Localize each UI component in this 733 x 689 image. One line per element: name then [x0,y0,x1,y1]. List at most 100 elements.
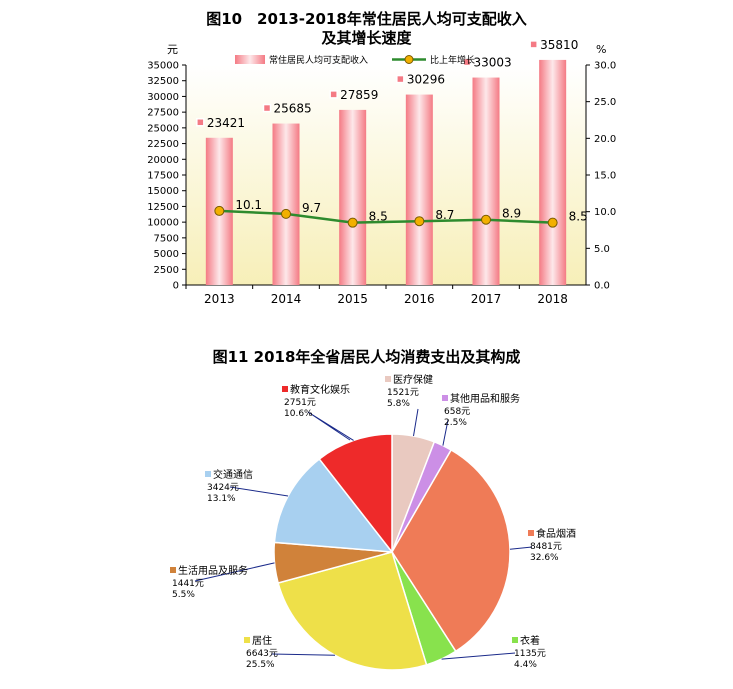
bar-label-marker [529,40,538,49]
left-tick-label: 7500 [154,233,179,244]
plot-background [186,65,586,285]
pie-slice-label: 教育文化娱乐 [290,383,350,396]
pie-label-swatch [528,530,534,536]
left-tick-label: 10000 [147,218,179,229]
growth-value-label: 8.9 [502,207,521,221]
pie-slice-label: 衣着 [520,634,540,647]
pie-slice-percent: 25.5% [246,660,275,670]
bar-value-label: 30296 [407,73,445,87]
pie-label-swatch [442,395,448,401]
left-tick-label: 22500 [147,139,179,150]
pie-slice-percent: 2.5% [444,418,467,428]
left-axis-unit: 元 [167,43,178,56]
bar-label-marker [262,103,272,113]
growth-point [214,205,225,216]
pie-leader-line [509,546,533,550]
pie-slice-percent: 5.8% [387,399,410,409]
income-bar [472,77,500,285]
left-tick-label: 30000 [147,92,179,103]
growth-value-label: 8.5 [569,210,588,224]
right-tick-label: 15.0 [594,171,616,182]
x-tick-label: 2018 [537,292,568,306]
growth-point [481,214,491,225]
right-tick-label: 5.0 [594,244,610,255]
pie-slice [273,457,394,553]
bar-label-marker [329,90,338,99]
income-bar [405,94,433,286]
pie-slice-value: 658元 [444,407,470,417]
pie-slice-value: 3424元 [207,483,239,493]
growth-value-label: 9.7 [302,201,321,215]
left-tick-label: 35000 [147,61,179,72]
x-tick-label: 2014 [271,292,302,306]
bar-value-label: 33003 [474,56,512,70]
growth-value-label: 8.7 [435,208,454,222]
left-tick-label: 0 [173,281,179,292]
bar-label-marker [462,57,472,67]
pie-slice-percent: 4.4% [514,660,537,670]
right-axis-unit: % [596,43,606,56]
pie-slice-percent: 13.1% [207,494,236,504]
pie-leader-line [194,562,275,582]
pie-leader-line [229,486,289,497]
pie-label-swatch [244,637,250,643]
bar-value-label: 23421 [207,116,245,130]
legend-line-label: 比上年增长 [430,54,475,66]
pie-slice [318,433,393,555]
left-tick-label: 27500 [147,108,179,119]
pie-label-swatch [205,471,211,477]
pie-slice-percent: 5.5% [172,590,195,600]
bar-label-marker [396,74,405,84]
x-tick-label: 2015 [337,292,368,306]
right-tick-label: 0.0 [594,281,610,292]
x-tick-label: 2013 [204,292,235,306]
pie-label-swatch [512,637,518,643]
pie-slice-label: 生活用品及服务 [178,564,248,577]
bar-label-marker [196,118,205,127]
pie-slice-label: 医疗保健 [393,373,433,386]
x-tick-label: 2017 [471,292,502,306]
pie-slice-percent: 32.6% [530,553,559,563]
pie-slice-percent: 10.6% [284,409,313,419]
pie-label-swatch [282,386,288,392]
legend-line-marker [404,55,414,64]
pie-leader-line [441,652,516,660]
chart1-title: 图10 2013-2018年常住居民人均可支配收入 [206,10,527,28]
legend-bar-swatch [235,55,265,64]
pie-slice-value: 6643元 [246,649,278,659]
right-tick-label: 30.0 [594,61,616,72]
left-tick-label: 12500 [147,202,179,213]
pie-slice-label: 其他用品和服务 [450,392,520,405]
left-tick-label: 15000 [147,186,179,197]
pie-slice-value: 1521元 [387,388,419,398]
chart1-subtitle: 及其增长速度 [321,29,412,47]
income-bar [539,59,567,286]
growth-point [414,216,425,227]
left-tick-label: 32500 [147,76,179,87]
x-tick-label: 2016 [404,292,435,306]
left-tick-label: 25000 [147,123,179,134]
pie-leader-line [413,408,419,437]
left-tick-label: 17500 [147,171,179,182]
pie-slice [391,448,511,653]
pie-slice-value: 8481元 [530,542,562,552]
pie-slice-label: 食品烟酒 [536,527,576,540]
growth-line [219,209,553,224]
pie-slice-value: 1135元 [514,649,546,659]
income-combo-chart: 0 2500 5000 7500 10000 12500 15000 17500 20000 22… [147,38,616,306]
growth-value-label: 10.1 [235,198,262,212]
right-tick-label: 20.0 [594,134,616,145]
pie-slice-value: 1441元 [172,579,204,589]
growth-value-label: 8.5 [369,210,388,224]
pie-leader-line [442,419,449,446]
left-tick-label: 5000 [154,249,179,260]
growth-point [547,217,558,228]
right-tick-label: 10.0 [594,207,616,218]
bar-value-label: 25685 [274,102,312,116]
pie-leader-line [271,653,336,656]
pie-label-swatch [170,567,176,573]
legend-bar-label: 常住居民人均可支配收入 [269,54,368,66]
growth-point [347,217,358,228]
bar-value-label: 27859 [340,88,378,102]
